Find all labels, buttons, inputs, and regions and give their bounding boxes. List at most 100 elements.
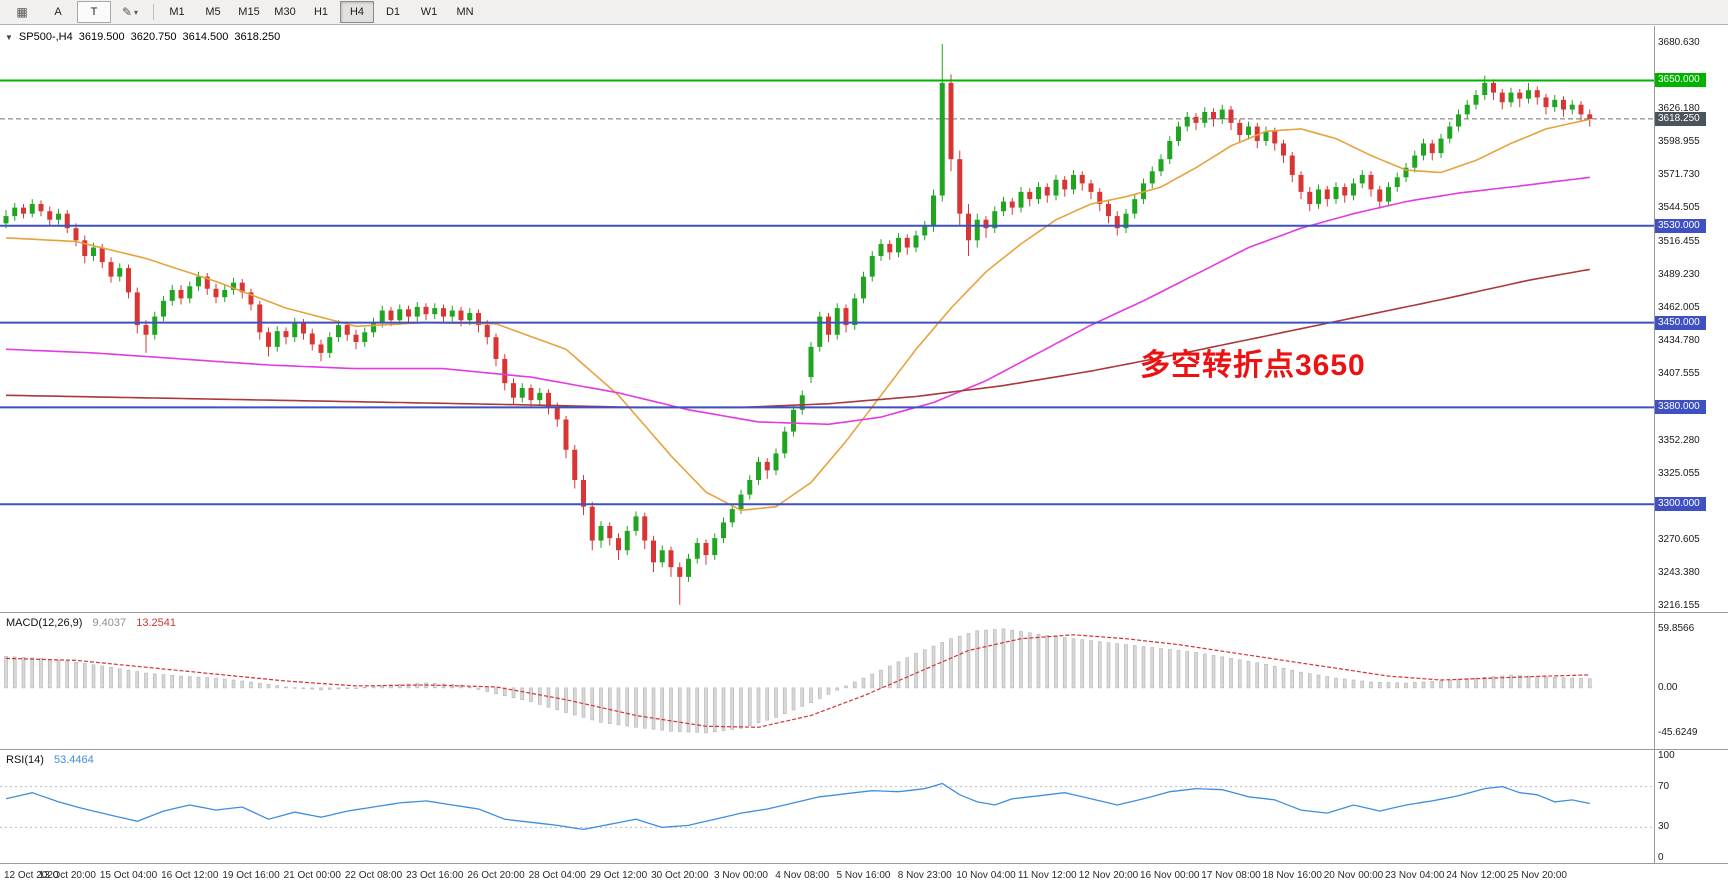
draw-tool-button[interactable]: ✎ ▾ bbox=[113, 1, 147, 23]
macd-chart[interactable] bbox=[0, 613, 1654, 749]
time-axis-label: 29 Oct 12:00 bbox=[589, 870, 648, 881]
toolbar: ▦ A T ✎ ▾ M1 M5 M15 M30 H1 H4 D1 W1 MN bbox=[0, 0, 1728, 25]
ma-fast-orange bbox=[5, 118, 1590, 512]
timeframe-h4-button[interactable]: H4 bbox=[340, 1, 374, 23]
text-tool-label: A bbox=[54, 6, 62, 18]
symbol-ohlc-line: ▼ SP500-,H4 3619.500 3620.750 3614.500 3… bbox=[5, 31, 280, 43]
time-axis-label: 12 Nov 20:00 bbox=[1078, 870, 1139, 881]
price-tick: 3626.180 bbox=[1658, 103, 1700, 115]
rsi-chart[interactable] bbox=[0, 750, 1654, 863]
timeframe-d1-button[interactable]: D1 bbox=[385, 6, 401, 18]
ohlc-close: 3618.250 bbox=[234, 31, 281, 43]
time-axis-label: 30 Oct 20:00 bbox=[651, 870, 709, 881]
time-axis-label: 22 Oct 08:00 bbox=[344, 870, 403, 881]
time-axis-label: 11 Nov 12:00 bbox=[1017, 870, 1077, 881]
price-badge-support: 3530.000 bbox=[1654, 218, 1706, 233]
chart-annotation-text: 多空转折点3650 bbox=[1140, 349, 1366, 382]
time-axis-label: 10 Nov 04:00 bbox=[956, 870, 1016, 881]
price-tick: 3489.230 bbox=[1658, 269, 1700, 281]
price-badge-support: 3380.000 bbox=[1654, 400, 1706, 415]
macd-tick: 59.8566 bbox=[1658, 623, 1695, 634]
pencil-icon: ✎ bbox=[121, 5, 133, 19]
chart-windows-button[interactable]: ▦ bbox=[5, 1, 39, 23]
time-axis[interactable]: 12 Oct 2020 13 Oct 20:00 15 Oct 04:00 16 Oc… bbox=[0, 863, 1728, 893]
time-axis-label: 4 Nov 08:00 bbox=[775, 870, 830, 881]
ma-mid-magenta bbox=[5, 176, 1590, 426]
toolbar-separator bbox=[153, 4, 154, 20]
price-tick: 3325.055 bbox=[1658, 467, 1700, 479]
ohlc-high: 3620.750 bbox=[130, 31, 177, 43]
time-axis-label: 16 Nov 00:00 bbox=[1140, 870, 1200, 881]
macd-indicator-label: MACD(12,26,9) 9.4037 13.2541 bbox=[6, 617, 176, 629]
time-axis-label: 19 Oct 16:00 bbox=[222, 870, 280, 881]
price-tick: 3680.630 bbox=[1658, 37, 1700, 49]
price-tick: 3598.955 bbox=[1658, 136, 1700, 148]
price-tick: 3434.780 bbox=[1658, 335, 1700, 347]
rsi-name: RSI(14) bbox=[6, 754, 44, 766]
price-tick: 3352.280 bbox=[1658, 434, 1700, 446]
time-axis-label: 3 Nov 00:00 bbox=[714, 870, 768, 881]
panel-separator[interactable] bbox=[0, 749, 1728, 750]
price-tick: 3462.005 bbox=[1658, 302, 1700, 314]
time-axis-label: 16 Oct 12:00 bbox=[161, 870, 219, 881]
time-axis-label: 8 Nov 23:00 bbox=[897, 870, 952, 881]
time-axis-label: 15 Oct 04:00 bbox=[99, 870, 158, 881]
chevron-down-icon: ▾ bbox=[134, 7, 139, 17]
time-axis-label: 26 Oct 20:00 bbox=[467, 870, 525, 881]
price-tick: 3571.730 bbox=[1658, 169, 1700, 181]
timeframe-m5-button[interactable]: M5 bbox=[205, 6, 221, 18]
timeframe-mn-button[interactable]: MN bbox=[456, 6, 474, 18]
rsi-tick: 100 bbox=[1658, 750, 1675, 761]
timeframe-m30-button[interactable]: M30 bbox=[274, 6, 296, 18]
shapes-tool-button[interactable]: T bbox=[77, 1, 111, 23]
rsi-tick: 30 bbox=[1658, 821, 1670, 833]
macd-signal-value: 13.2541 bbox=[136, 617, 176, 629]
timeframe-w1-button[interactable]: W1 bbox=[420, 6, 438, 18]
time-axis-label: 18 Nov 16:00 bbox=[1262, 870, 1323, 881]
ohlc-low: 3614.500 bbox=[182, 31, 229, 43]
rsi-indicator-label: RSI(14) 53.4464 bbox=[6, 754, 94, 766]
timeframe-h1-button[interactable]: H1 bbox=[313, 6, 329, 18]
macd-name: MACD(12,26,9) bbox=[6, 617, 83, 629]
time-axis-label: 28 Oct 04:00 bbox=[528, 870, 586, 881]
shapes-tool-label: T bbox=[90, 6, 98, 18]
price-badge-last: 3618.250 bbox=[1654, 111, 1706, 126]
collapse-arrow-icon[interactable]: ▼ bbox=[5, 32, 13, 42]
price-badge-resistance: 3650.000 bbox=[1654, 73, 1706, 88]
time-axis-label: 17 Nov 08:00 bbox=[1201, 870, 1261, 881]
time-axis-label: 21 Oct 00:00 bbox=[283, 870, 341, 881]
price-tick: 3516.455 bbox=[1658, 236, 1700, 248]
price-badge-support: 3300.000 bbox=[1654, 497, 1706, 512]
price-tick: 3216.155 bbox=[1658, 599, 1700, 611]
time-axis-label: 5 Nov 16:00 bbox=[836, 870, 891, 881]
macd-axis[interactable]: 59.8566 0.00 -45.6249 bbox=[1654, 613, 1728, 749]
price-tick: 3407.555 bbox=[1658, 368, 1700, 380]
macd-tick: -45.6249 bbox=[1658, 726, 1698, 738]
panel-separator[interactable] bbox=[0, 612, 1728, 613]
time-axis-label: 12 Oct 2020 bbox=[4, 870, 59, 881]
macd-tick: 0.00 bbox=[1658, 681, 1678, 693]
candlestick-chart[interactable] bbox=[0, 26, 1654, 612]
time-axis-label: 24 Nov 12:00 bbox=[1446, 870, 1506, 881]
macd-main-value: 9.4037 bbox=[92, 617, 127, 629]
time-axis-label: 20 Nov 00:00 bbox=[1323, 870, 1384, 881]
price-tick: 3243.380 bbox=[1658, 566, 1700, 578]
ohlc-open: 3619.500 bbox=[78, 31, 125, 43]
time-axis-label: 25 Nov 20:00 bbox=[1507, 870, 1568, 881]
time-axis-label: 13 Oct 20:00 bbox=[38, 870, 96, 881]
text-label-tool-button[interactable]: A bbox=[41, 1, 75, 23]
price-axis[interactable]: 3680.630 3650.000 3626.180 3618.250 3598.955… bbox=[1654, 26, 1728, 612]
price-tick: 3270.605 bbox=[1658, 533, 1700, 545]
price-badge-support: 3450.000 bbox=[1654, 315, 1706, 330]
price-tick: 3544.505 bbox=[1658, 202, 1700, 214]
macd-signal-line bbox=[5, 634, 1590, 728]
rsi-axis[interactable]: 100 70 30 0 bbox=[1654, 750, 1728, 863]
rsi-value: 53.4464 bbox=[53, 754, 94, 766]
timeframe-m15-button[interactable]: M15 bbox=[238, 6, 260, 18]
time-axis-label: 23 Oct 16:00 bbox=[406, 870, 464, 881]
axis-divider bbox=[1654, 26, 1655, 863]
timeframe-m1-button[interactable]: M1 bbox=[169, 6, 185, 18]
grid-icon: ▦ bbox=[16, 5, 28, 19]
rsi-tick: 0 bbox=[1658, 852, 1664, 863]
